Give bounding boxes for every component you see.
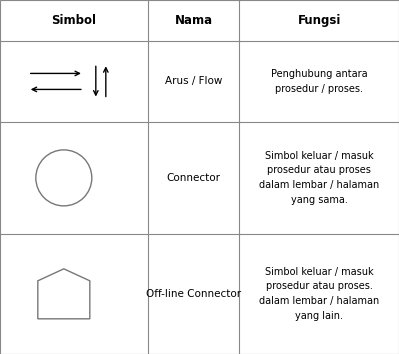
Text: Simbol: Simbol [51, 14, 96, 27]
Text: Nama: Nama [174, 14, 213, 27]
Text: Penghubung antara
prosedur / proses.: Penghubung antara prosedur / proses. [271, 69, 367, 94]
Text: Simbol keluar / masuk
prosedur atau proses.
dalam lembar / halaman
yang lain.: Simbol keluar / masuk prosedur atau pros… [259, 267, 379, 321]
Text: Arus / Flow: Arus / Flow [165, 76, 222, 86]
Text: Fungsi: Fungsi [298, 14, 341, 27]
Text: Off-line Connector: Off-line Connector [146, 289, 241, 299]
Text: Simbol keluar / masuk
prosedur atau proses
dalam lembar / halaman
yang sama.: Simbol keluar / masuk prosedur atau pros… [259, 151, 379, 205]
Text: Connector: Connector [166, 173, 221, 183]
